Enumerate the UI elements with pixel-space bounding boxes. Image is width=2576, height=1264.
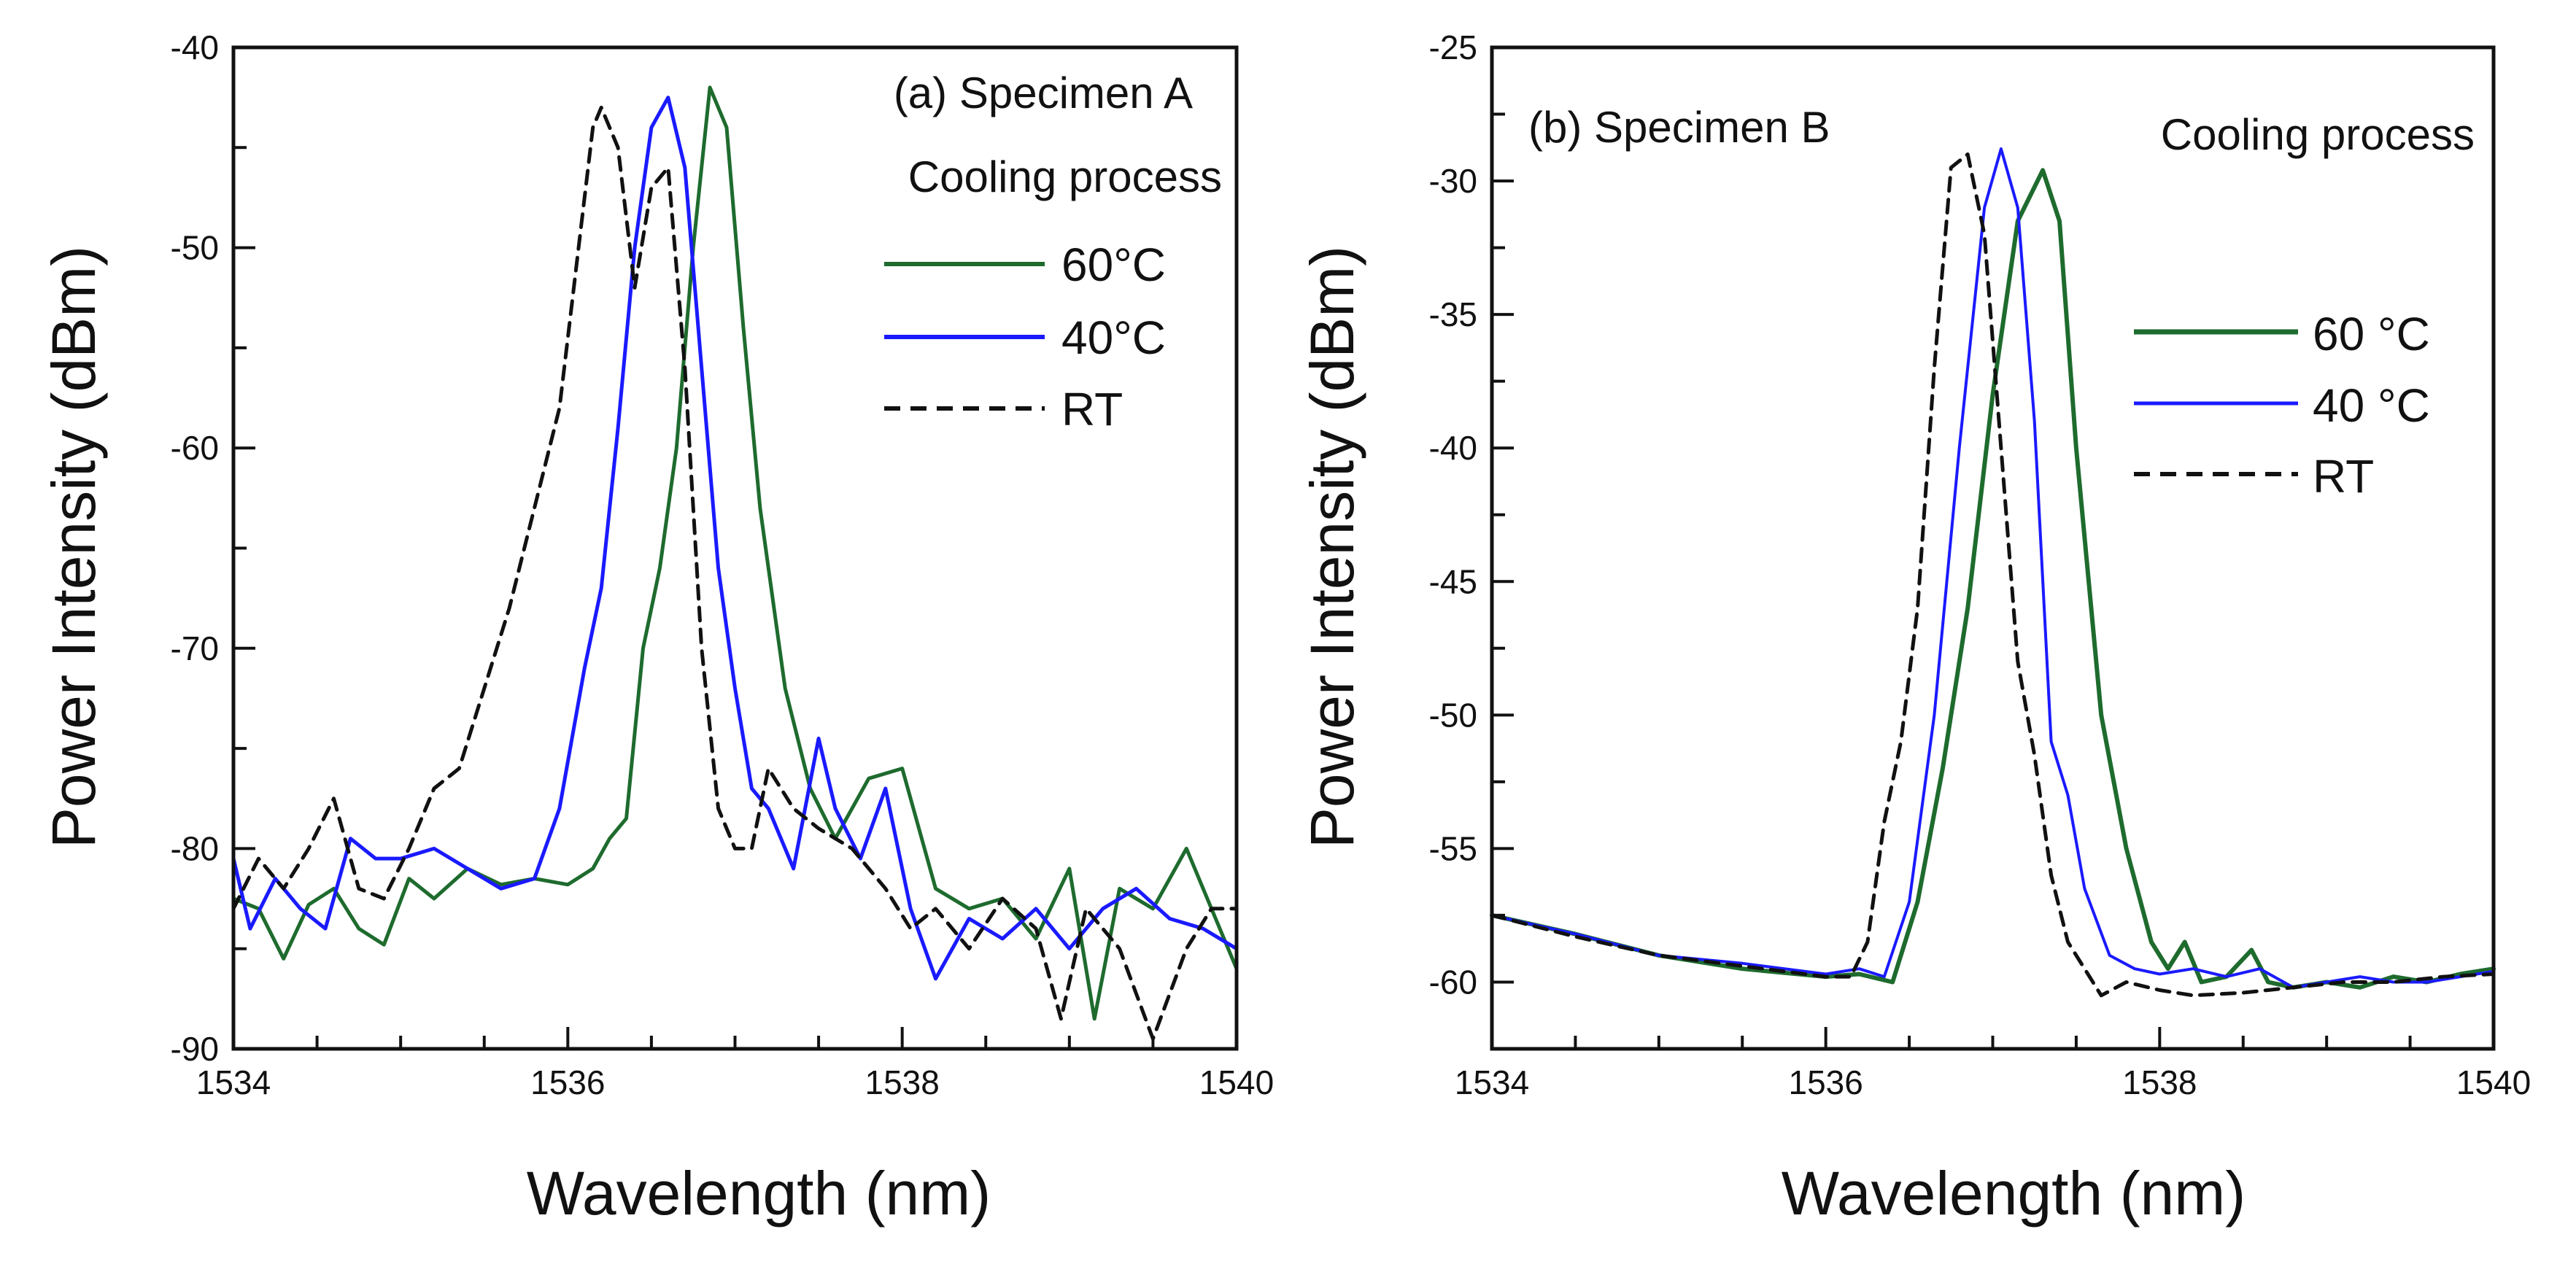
y-tick-label: -60 <box>1429 963 1477 1001</box>
x-tick-label: 1536 <box>530 1063 605 1101</box>
x-tick-label: 1536 <box>1788 1063 1863 1101</box>
panel-a: 1534 1536 1538 1540 -90 -80 -70 -60 -50 -40 (a) S… <box>39 28 1274 1228</box>
series-line-rt <box>1490 152 2496 998</box>
y-tick-label: -40 <box>171 28 219 66</box>
panel-b-plot-area: 1534 1536 1538 1540 -60 -55 -50 -45 -40 -35 -30 -25 <box>1429 28 2531 1101</box>
x-tick-label: 1538 <box>2122 1063 2197 1101</box>
series-line-40c <box>231 96 1239 981</box>
y-tick-label: -40 <box>1429 429 1477 467</box>
legend-label-60c: 60°C <box>1061 239 1166 291</box>
series-line-60c <box>231 85 1239 1021</box>
series-line-rt <box>231 105 1239 1041</box>
panel-a-plot-area: 1534 1536 1538 1540 -90 -80 -70 -60 -50 -40 <box>171 28 1275 1101</box>
y-tick-label: -35 <box>1429 295 1477 333</box>
panel-b: 1534 1536 1538 1540 -60 -55 -50 -45 -40 -35 -30 -25… <box>1298 28 2531 1228</box>
legend-label-rt: RT <box>2313 450 2374 503</box>
x-tick-label: 1540 <box>1199 1063 1274 1101</box>
y-tick-label: -90 <box>171 1030 219 1068</box>
x-tick-label: 1538 <box>865 1063 939 1101</box>
legend-label-60c: 60 °C <box>2313 308 2430 360</box>
y-tick-label: -25 <box>1429 28 1477 66</box>
y-tick-label: -70 <box>171 629 219 667</box>
panel-b-y-axis-title: Power Intensity (dBm) <box>1298 246 1366 848</box>
panel-a-y-axis-title: Power Intensity (dBm) <box>39 246 108 848</box>
panel-a-title: (a) Specimen A <box>894 69 1193 117</box>
panel-a-axes-frame <box>231 45 1239 1051</box>
x-tick-label: 1540 <box>2456 1063 2531 1101</box>
y-tick-label: -55 <box>1429 829 1477 867</box>
panel-b-x-axis-title: Wavelength (nm) <box>1782 1159 2246 1228</box>
legend-label-40c: 40°C <box>1061 311 1166 364</box>
y-tick-label: -50 <box>1429 696 1477 734</box>
x-tick-label: 1534 <box>1455 1063 1529 1101</box>
panel-b-subtitle: Cooling process <box>2161 110 2475 159</box>
y-tick-label: -80 <box>171 829 219 867</box>
panel-a-legend: 60°C 40°C RT <box>884 239 1166 435</box>
panel-b-axes-frame <box>1490 45 2496 1051</box>
legend-label-rt: RT <box>1061 383 1123 435</box>
legend-label-40c: 40 °C <box>2313 379 2430 432</box>
y-tick-label: -60 <box>171 429 219 467</box>
panel-b-title: (b) Specimen B <box>1528 103 1830 152</box>
x-tick-label: 1534 <box>196 1063 271 1101</box>
y-tick-label: -45 <box>1429 562 1477 600</box>
panel-b-legend: 60 °C 40 °C RT <box>2134 308 2430 503</box>
panel-a-subtitle: Cooling process <box>908 152 1222 201</box>
y-tick-label: -50 <box>171 229 219 267</box>
panel-a-x-axis-title: Wavelength (nm) <box>527 1159 991 1228</box>
y-tick-label: -30 <box>1429 162 1477 200</box>
